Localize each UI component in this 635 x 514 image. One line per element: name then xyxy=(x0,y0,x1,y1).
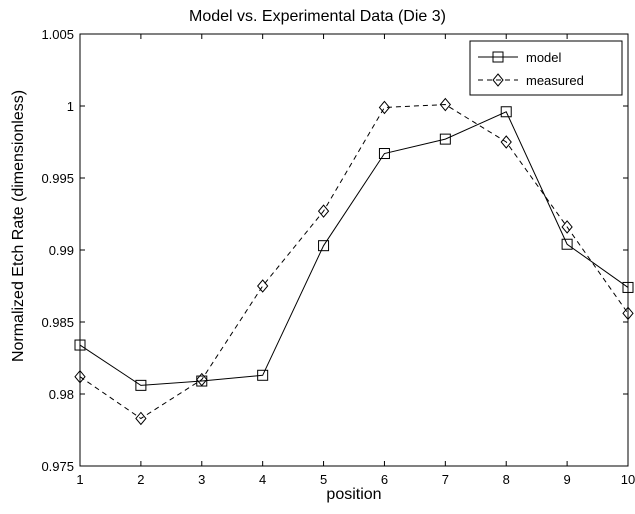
series-model xyxy=(74,106,634,391)
data-point-model xyxy=(257,369,269,381)
x-tick-label: 2 xyxy=(137,472,144,487)
y-tick-label: 1.005 xyxy=(41,27,74,42)
series-line-measured xyxy=(79,104,629,420)
data-point-model xyxy=(561,238,573,250)
series-measured xyxy=(74,97,634,426)
data-point-model xyxy=(622,281,634,293)
x-tick-label: 4 xyxy=(259,472,266,487)
x-tick-label: 5 xyxy=(320,472,327,487)
legend-marker-measured xyxy=(492,73,504,87)
data-point-measured xyxy=(561,220,573,234)
x-tick-label: 6 xyxy=(381,472,388,487)
data-point-measured xyxy=(74,369,86,384)
data-point-measured xyxy=(439,97,451,112)
data-point-measured xyxy=(135,411,147,426)
data-point-model xyxy=(135,379,147,391)
x-tick-label: 7 xyxy=(442,472,449,487)
data-point-model xyxy=(500,106,512,118)
legend-marker-model xyxy=(492,51,504,63)
data-point-measured xyxy=(378,100,391,115)
series-line-model xyxy=(79,111,629,386)
y-tick-label: 0.99 xyxy=(49,243,74,258)
data-point-model xyxy=(378,148,390,160)
x-tick-label: 3 xyxy=(198,472,205,487)
x-tick-label: 9 xyxy=(563,472,570,487)
data-point-measured xyxy=(257,279,269,293)
y-tick-label: 0.975 xyxy=(41,459,74,474)
legend: model measured xyxy=(469,40,623,96)
x-tick-label: 1 xyxy=(76,472,83,487)
data-point-measured xyxy=(500,135,512,149)
x-tick-label: 10 xyxy=(621,472,635,487)
legend-label-model: model xyxy=(526,50,562,65)
y-tick-label: 0.98 xyxy=(49,387,74,402)
data-point-measured xyxy=(622,306,634,321)
data-point-model xyxy=(74,339,86,351)
data-point-measured xyxy=(196,372,208,387)
plot-frame xyxy=(79,33,629,467)
data-point-measured xyxy=(317,204,330,218)
x-axis-label: position xyxy=(326,486,382,503)
series-layer xyxy=(74,97,634,426)
x-tick-label: 8 xyxy=(503,472,510,487)
y-tick-label: 1 xyxy=(67,99,74,114)
y-tick-label: 0.985 xyxy=(41,315,74,330)
data-point-model xyxy=(318,240,330,252)
legend-box xyxy=(469,40,623,96)
legend-label-measured: measured xyxy=(526,73,584,88)
axis-ticks: 1 2 3 4 5 6 7 8 9 10 0.975 0.98 0.985 0.99 0.995 1 1.005 xyxy=(41,27,635,487)
y-tick-label: 0.995 xyxy=(41,171,74,186)
data-point-model xyxy=(439,133,451,145)
plot-area xyxy=(79,33,629,467)
chart-title: Model vs. Experimental Data (Die 3) xyxy=(189,8,446,25)
